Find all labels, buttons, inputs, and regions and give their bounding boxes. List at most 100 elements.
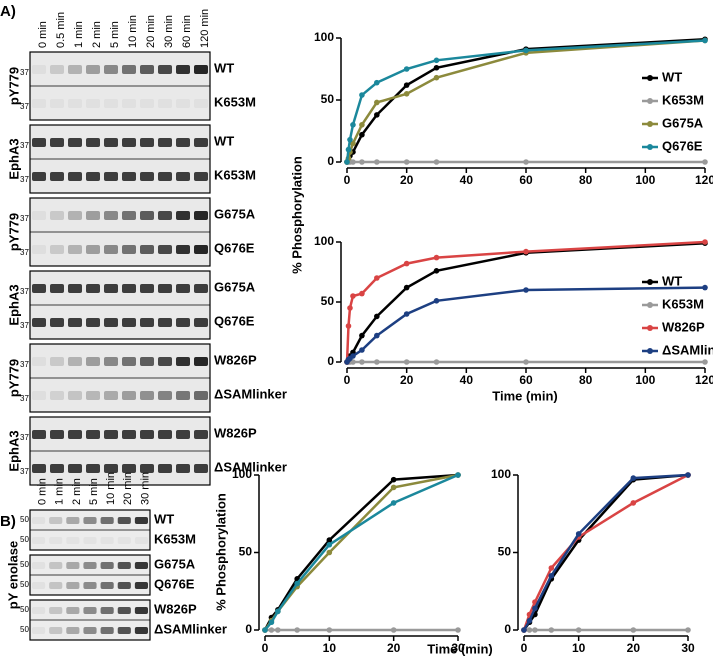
band <box>68 65 82 74</box>
band <box>140 211 154 220</box>
band <box>83 607 97 614</box>
band <box>158 357 172 366</box>
band <box>122 391 136 400</box>
panel-label: B) <box>0 513 16 530</box>
band <box>134 627 148 634</box>
x-axis-label: Time (min) <box>427 641 493 656</box>
legend-marker <box>647 98 653 104</box>
x-tick-label: 40 <box>460 173 474 187</box>
band <box>50 65 64 74</box>
band <box>66 607 80 614</box>
y-tick-label: 100 <box>314 234 334 248</box>
marker-label: 37 <box>20 433 29 442</box>
band <box>100 537 114 544</box>
band <box>122 65 136 74</box>
band <box>32 464 46 473</box>
data-point <box>359 347 365 353</box>
data-point <box>344 159 350 165</box>
legend-marker <box>647 121 653 127</box>
time-label: 20 min <box>145 15 157 48</box>
band <box>68 391 82 400</box>
band <box>134 517 148 524</box>
data-point <box>359 359 365 365</box>
band <box>140 357 154 366</box>
x-tick-label: 60 <box>519 373 533 387</box>
band <box>176 211 190 220</box>
x-tick-label: 0 <box>262 641 269 655</box>
row-label: W826P <box>154 601 197 616</box>
data-point <box>630 627 637 633</box>
legend-label: K653M <box>662 296 704 311</box>
data-point <box>702 284 708 291</box>
row-label: Q676E <box>214 240 255 255</box>
band <box>32 517 46 524</box>
row-label: Q676E <box>214 313 255 328</box>
band <box>86 318 100 327</box>
band <box>158 138 172 147</box>
band <box>104 65 118 74</box>
data-point <box>548 627 555 633</box>
data-point <box>685 472 691 478</box>
blot-side-label: EphA3 <box>6 138 21 179</box>
data-point <box>350 122 356 128</box>
band <box>32 138 46 147</box>
data-point <box>433 57 440 64</box>
row-label: ΔSAMlinker <box>214 459 287 474</box>
band <box>104 430 118 439</box>
band <box>32 65 46 74</box>
data-point <box>455 627 461 633</box>
band <box>32 318 46 327</box>
row-label: WT <box>214 133 234 148</box>
data-point <box>326 537 333 543</box>
band <box>117 627 131 634</box>
row-label: Q676E <box>154 576 195 591</box>
blot-side-label: pY779 <box>6 67 21 105</box>
data-point <box>455 472 461 478</box>
data-point <box>374 112 380 118</box>
band <box>32 582 46 589</box>
time-label: 2 min <box>71 478 83 505</box>
band <box>194 65 208 74</box>
band <box>66 627 80 634</box>
band <box>117 537 131 544</box>
band <box>158 172 172 181</box>
y-axis-label: % Phosphorylation <box>289 156 304 274</box>
band <box>194 430 208 439</box>
band <box>32 245 46 254</box>
band <box>83 537 97 544</box>
x-tick-label: 30 <box>681 641 695 655</box>
x-tick-label: 20 <box>400 173 414 187</box>
band <box>32 627 46 634</box>
data-point <box>326 541 333 548</box>
row-label: W826P <box>214 352 257 367</box>
band <box>100 517 114 524</box>
legend-label: ΔSAMlinker <box>662 342 713 357</box>
data-point <box>262 627 268 633</box>
band <box>140 172 154 181</box>
data-point <box>390 500 397 506</box>
data-point <box>523 47 529 54</box>
band <box>140 65 154 74</box>
marker-label: 37 <box>20 68 29 77</box>
x-tick-label: 30 <box>451 641 465 655</box>
time-label: 0 min <box>37 21 49 48</box>
data-point <box>268 619 275 626</box>
band <box>104 138 118 147</box>
y-tick-label: 100 <box>314 30 334 44</box>
legend-marker <box>647 144 653 150</box>
data-point <box>433 74 440 81</box>
x-tick-label: 40 <box>460 373 474 387</box>
band <box>50 99 64 108</box>
band <box>86 430 100 439</box>
data-point <box>403 284 410 291</box>
x-tick-label: 120 <box>695 373 713 387</box>
data-point <box>374 359 380 365</box>
data-point <box>350 353 356 359</box>
marker-label: 37 <box>20 175 29 184</box>
band <box>50 245 64 254</box>
band <box>66 562 80 569</box>
marker-label: 37 <box>20 287 29 296</box>
band <box>100 627 114 634</box>
legend-label: W826P <box>662 319 705 334</box>
data-point <box>403 311 410 317</box>
